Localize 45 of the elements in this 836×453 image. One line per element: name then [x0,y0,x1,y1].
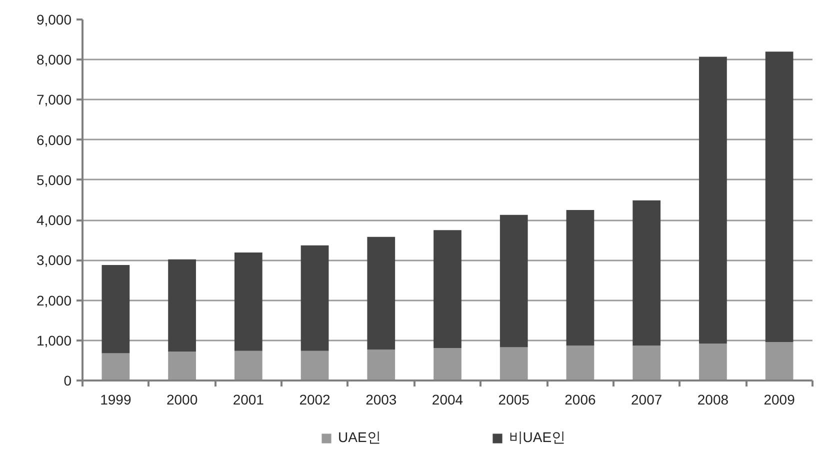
bar [632,346,661,380]
y-tick-label: 9,000 [36,12,72,28]
x-tick-label: 2004 [432,392,464,408]
x-tick-label: 2000 [166,392,198,408]
bar [500,214,528,348]
y-tick-label: 3,000 [36,252,72,268]
y-tick-label: 6,000 [36,132,72,148]
x-tick-label: 2001 [232,392,264,408]
y-tick-label: 7,000 [36,92,72,108]
x-tick-label: 2007 [631,392,662,408]
x-tick-label: 2009 [764,392,796,408]
legend-label: 비UAE인 [508,429,566,447]
x-tick-label: 2006 [564,392,596,408]
bar [699,344,727,380]
x-tick-label: 2008 [697,392,729,408]
bar [367,350,396,380]
bar [434,230,462,348]
y-tick-label: 2,000 [36,292,72,308]
bar [500,347,528,380]
bar [566,210,594,346]
y-tick-label: 0 [64,372,72,388]
bar [434,348,462,380]
bar [234,350,262,380]
y-tick-label: 1,000 [36,332,72,348]
bar [367,236,396,350]
x-tick-label: 1999 [100,392,132,408]
bar [168,259,196,352]
bar [102,264,130,354]
bar [300,245,329,351]
bar [102,353,130,380]
bar [765,52,794,342]
y-tick-label: 4,000 [36,212,72,228]
bar [632,200,661,346]
bar [300,350,329,380]
x-tick-label: 2005 [498,392,530,408]
bar [234,252,262,351]
bar [699,56,727,344]
bar [168,352,196,380]
bar [765,342,794,380]
y-tick-label: 8,000 [36,52,72,68]
bar [566,346,594,380]
x-tick-label: 2002 [299,392,331,408]
y-tick-label: 5,000 [36,172,72,188]
x-tick-label: 2003 [366,392,397,408]
legend-label: UAE인 [338,429,381,447]
